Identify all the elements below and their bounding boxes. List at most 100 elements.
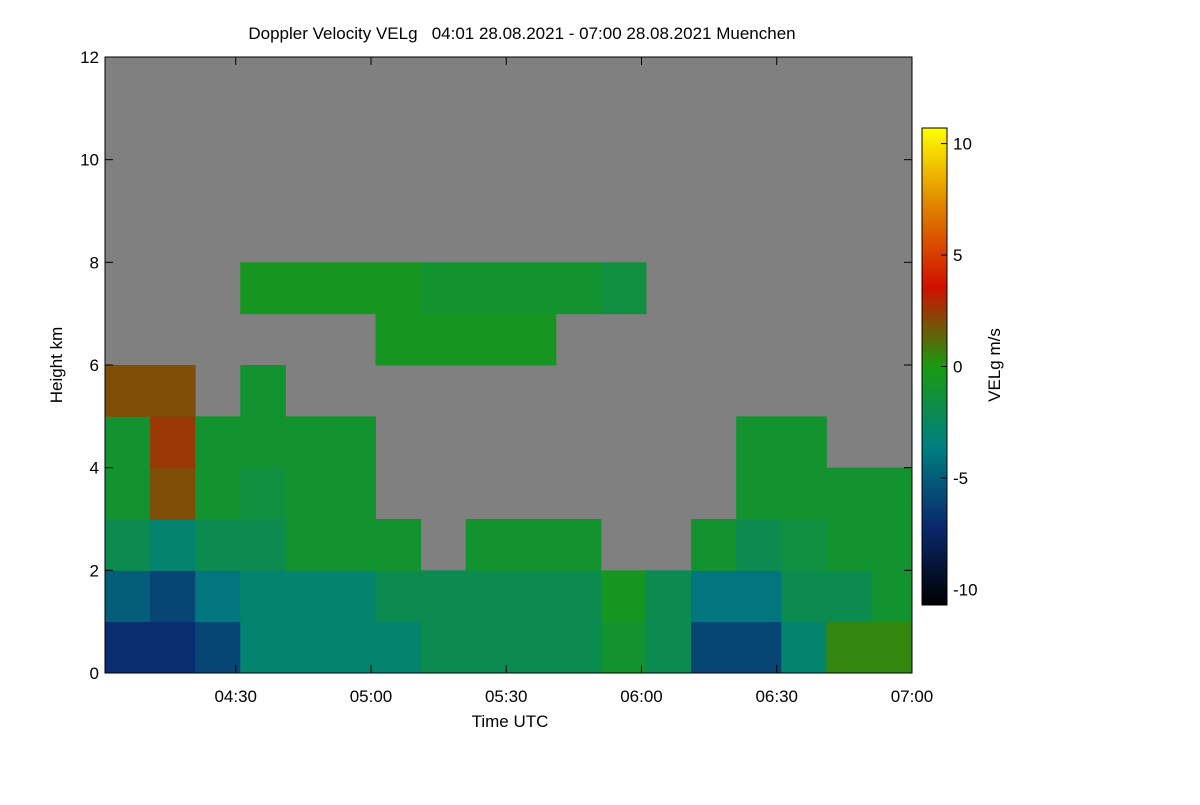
heatmap-cell bbox=[781, 570, 827, 623]
heatmap-cell bbox=[285, 262, 331, 315]
heatmap-cell bbox=[240, 365, 286, 417]
heatmap-cell bbox=[736, 519, 782, 571]
heatmap-cell bbox=[105, 416, 151, 469]
heatmap-cell bbox=[420, 262, 467, 315]
chart-title: Doppler Velocity VELg 04:01 28.08.2021 -… bbox=[248, 24, 795, 43]
heatmap-cell bbox=[240, 570, 286, 623]
y-tick-label: 10 bbox=[80, 151, 99, 170]
colorbar-tick-label: -10 bbox=[953, 580, 978, 599]
heatmap-cell bbox=[465, 262, 512, 315]
heatmap-cell bbox=[420, 313, 467, 366]
heatmap-cell bbox=[330, 416, 377, 469]
heatmap-cell bbox=[330, 262, 377, 315]
heatmap-cell bbox=[510, 519, 557, 571]
heatmap-cell bbox=[600, 621, 647, 673]
heatmap-cell bbox=[646, 621, 692, 673]
heatmap-cell bbox=[555, 519, 602, 571]
y-tick-label: 12 bbox=[80, 48, 99, 67]
heatmap-cell bbox=[510, 570, 557, 623]
heatmap-cell bbox=[375, 570, 422, 623]
heatmap-cell bbox=[375, 313, 422, 366]
y-tick-label: 0 bbox=[90, 664, 99, 683]
x-axis-label: Time UTC bbox=[472, 712, 549, 731]
heatmap-cell bbox=[510, 262, 557, 315]
heatmap-cell bbox=[510, 313, 557, 366]
heatmap-cell bbox=[826, 467, 872, 520]
colorbar-tick-label: 10 bbox=[953, 135, 972, 154]
heatmap-cell bbox=[691, 621, 737, 673]
heatmap-cell bbox=[691, 570, 737, 623]
heatmap-cell bbox=[600, 262, 647, 315]
heatmap-cell bbox=[646, 570, 692, 623]
heatmap-cell bbox=[781, 519, 827, 571]
heatmap-cell bbox=[691, 519, 737, 571]
heatmap-cell bbox=[105, 519, 151, 571]
heatmap-cell bbox=[736, 467, 782, 520]
heatmap-cell bbox=[600, 570, 647, 623]
heatmap-cell bbox=[781, 621, 827, 673]
heatmap-cell bbox=[240, 621, 286, 673]
y-tick-label: 4 bbox=[90, 459, 99, 478]
heatmap-cell bbox=[240, 467, 286, 520]
heatmap-cell bbox=[871, 621, 912, 673]
heatmap-cell bbox=[195, 416, 241, 469]
heatmap-cell bbox=[736, 570, 782, 623]
heatmap-cell bbox=[736, 416, 782, 469]
heatmap-cell bbox=[871, 519, 912, 571]
heatmap-cell bbox=[195, 519, 241, 571]
y-tick-label: 2 bbox=[90, 561, 99, 580]
y-tick-label: 8 bbox=[90, 253, 99, 272]
heatmap-cell bbox=[285, 621, 331, 673]
heatmap-cell bbox=[375, 621, 422, 673]
heatmap-cell bbox=[150, 519, 196, 571]
heatmap-cell bbox=[826, 519, 872, 571]
heatmap-cell bbox=[330, 621, 377, 673]
heatmap-cell bbox=[555, 570, 602, 623]
heatmap-cell bbox=[781, 467, 827, 520]
y-axis-label: Height km bbox=[47, 327, 66, 404]
x-tick-label: 05:30 bbox=[485, 687, 528, 706]
heatmap-cell bbox=[105, 621, 151, 673]
x-tick-label: 04:30 bbox=[214, 687, 257, 706]
colorbar-tick-label: 5 bbox=[953, 246, 962, 265]
heatmap-cell bbox=[420, 570, 467, 623]
heatmap-cell bbox=[195, 467, 241, 520]
heatmap-cell bbox=[465, 621, 512, 673]
heatmap-cell bbox=[105, 570, 151, 623]
heatmap-cell bbox=[285, 570, 331, 623]
heatmap-cell bbox=[330, 467, 377, 520]
heatmap-cell bbox=[195, 570, 241, 623]
x-tick-label: 06:00 bbox=[620, 687, 663, 706]
heatmap-cell bbox=[330, 519, 377, 571]
heatmap-cell bbox=[240, 416, 286, 469]
heatmap-cell bbox=[555, 621, 602, 673]
heatmap-cell bbox=[150, 570, 196, 623]
heatmap-cell bbox=[510, 621, 557, 673]
heatmap-cell bbox=[871, 570, 912, 623]
heatmap-cell bbox=[240, 519, 286, 571]
heatmap-cell bbox=[826, 621, 872, 673]
heatmap-cell bbox=[240, 262, 286, 315]
heatmap-cell bbox=[105, 467, 151, 520]
heatmap-cell bbox=[375, 519, 422, 571]
heatmap-cell bbox=[150, 365, 196, 417]
heatmap-cell bbox=[871, 467, 912, 520]
heatmap-cell bbox=[420, 621, 467, 673]
heatmap-cell bbox=[375, 262, 422, 315]
heatmap-cell bbox=[105, 365, 151, 417]
heatmap-cell bbox=[285, 519, 331, 571]
heatmap-cell bbox=[465, 570, 512, 623]
heatmap-cell bbox=[150, 467, 196, 520]
x-tick-label: 06:30 bbox=[755, 687, 798, 706]
heatmap-cell bbox=[465, 519, 512, 571]
heatmap-cell bbox=[736, 621, 782, 673]
heatmap-cell bbox=[150, 416, 196, 469]
y-tick-label: 6 bbox=[90, 356, 99, 375]
heatmap-cell bbox=[150, 621, 196, 673]
heatmap-cell bbox=[330, 570, 377, 623]
heatmap-cell bbox=[465, 313, 512, 366]
heatmap-cell bbox=[195, 621, 241, 673]
heatmap-cell bbox=[826, 570, 872, 623]
colorbar-label: VELg m/s bbox=[985, 328, 1004, 402]
